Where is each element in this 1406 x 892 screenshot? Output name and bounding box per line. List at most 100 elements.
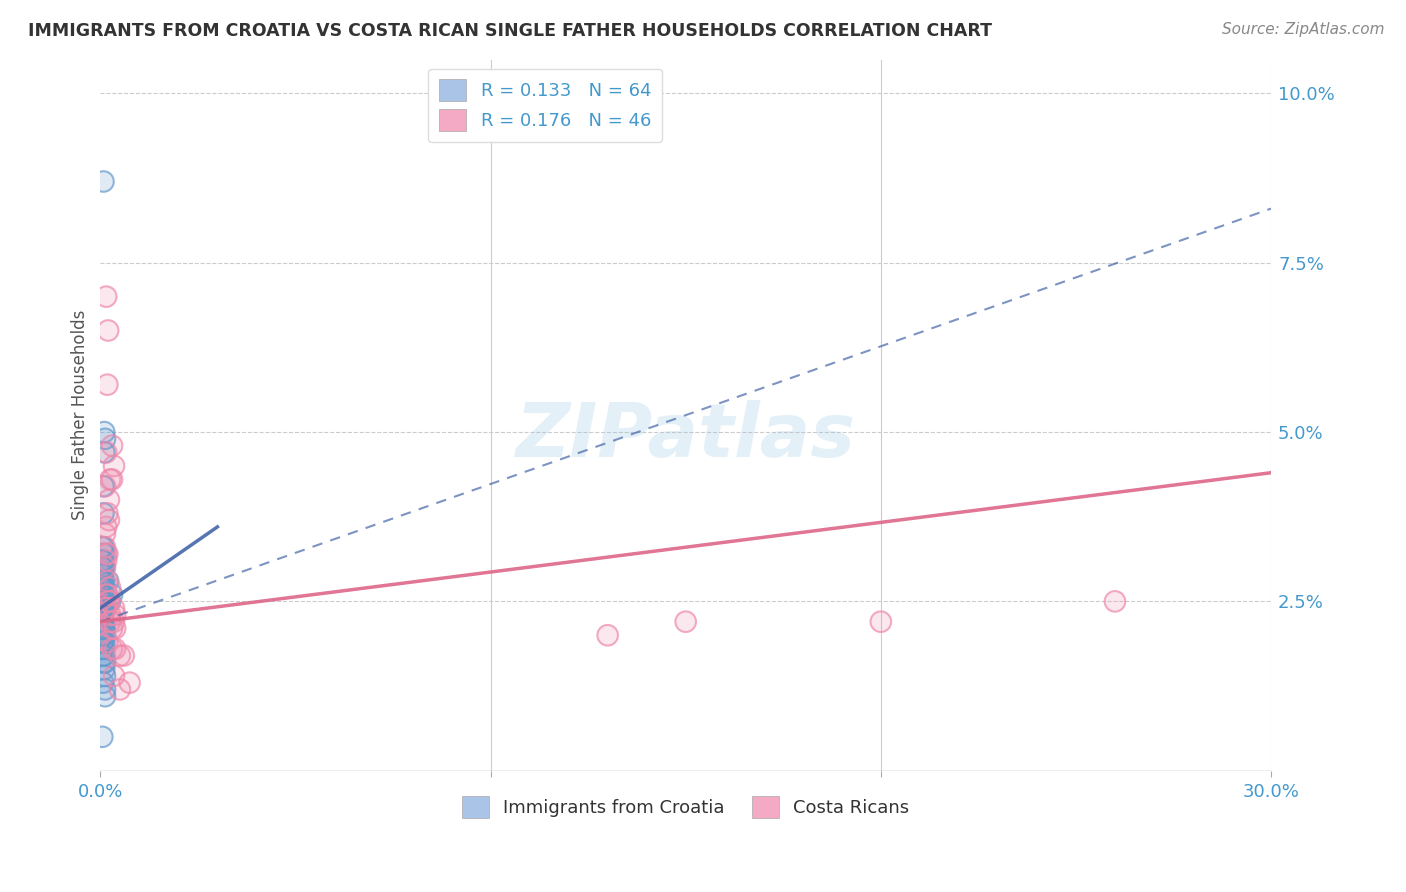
Point <box>93 174 115 188</box>
Point <box>93 506 115 520</box>
Point <box>93 445 115 459</box>
Point <box>101 588 124 602</box>
Point <box>91 607 114 622</box>
Point <box>93 635 115 649</box>
Point <box>91 628 114 642</box>
Point <box>94 601 117 615</box>
Point <box>91 594 114 608</box>
Point <box>96 574 118 588</box>
Point <box>93 648 115 663</box>
Point <box>93 560 115 574</box>
Point <box>93 174 115 188</box>
Point <box>93 622 115 636</box>
Y-axis label: Single Father Households: Single Father Households <box>72 310 89 520</box>
Point <box>98 581 121 595</box>
Point <box>97 594 120 608</box>
Point <box>93 662 115 676</box>
Point <box>98 607 121 622</box>
Point <box>94 682 117 697</box>
Point <box>101 622 124 636</box>
Point <box>91 594 114 608</box>
Point <box>93 641 115 656</box>
Point <box>91 615 114 629</box>
Point <box>91 567 114 582</box>
Point <box>91 675 114 690</box>
Point <box>91 594 114 608</box>
Point <box>91 574 114 588</box>
Point <box>91 615 114 629</box>
Point <box>108 682 131 697</box>
Point <box>96 554 118 568</box>
Point <box>101 439 124 453</box>
Point <box>675 615 697 629</box>
Point <box>112 648 135 663</box>
Point <box>101 641 124 656</box>
Point <box>94 669 117 683</box>
Point <box>91 601 114 615</box>
Point <box>98 581 121 595</box>
Point <box>112 648 135 663</box>
Point <box>98 473 121 487</box>
Point <box>93 648 115 663</box>
Point <box>93 560 115 574</box>
Point <box>94 628 117 642</box>
Point <box>97 513 120 527</box>
Point <box>103 669 125 683</box>
Point <box>91 615 114 629</box>
Point <box>91 554 114 568</box>
Point <box>91 581 114 595</box>
Point <box>91 607 114 622</box>
Point <box>93 594 115 608</box>
Point <box>93 479 115 493</box>
Point <box>96 601 118 615</box>
Point <box>91 567 114 582</box>
Point <box>91 601 114 615</box>
Point <box>91 554 114 568</box>
Point <box>91 588 114 602</box>
Point <box>98 473 121 487</box>
Point <box>103 601 125 615</box>
Point <box>94 526 117 541</box>
Point <box>91 641 114 656</box>
Point <box>91 730 114 744</box>
Point <box>91 615 114 629</box>
Point <box>93 662 115 676</box>
Point <box>94 526 117 541</box>
Point <box>91 730 114 744</box>
Point <box>94 479 117 493</box>
Point <box>104 622 127 636</box>
Point <box>1104 594 1126 608</box>
Point <box>91 635 114 649</box>
Point <box>101 473 124 487</box>
Point <box>91 574 114 588</box>
Point <box>98 615 121 629</box>
Point <box>103 458 125 473</box>
Point <box>103 601 125 615</box>
Point <box>93 656 115 670</box>
Point <box>101 622 124 636</box>
Point <box>93 540 115 554</box>
Point <box>96 588 118 602</box>
Point <box>96 290 118 304</box>
Point <box>91 574 114 588</box>
Point <box>94 689 117 703</box>
Point <box>94 669 117 683</box>
Point <box>91 581 114 595</box>
Point <box>93 622 115 636</box>
Point <box>97 492 120 507</box>
Point <box>93 445 115 459</box>
Point <box>91 581 114 595</box>
Point <box>104 622 127 636</box>
Point <box>93 506 115 520</box>
Point <box>91 567 114 582</box>
Point <box>91 601 114 615</box>
Point <box>91 567 114 582</box>
Point <box>91 560 114 574</box>
Point <box>91 588 114 602</box>
Point <box>96 635 118 649</box>
Point <box>91 641 114 656</box>
Point <box>91 635 114 649</box>
Point <box>103 458 125 473</box>
Point <box>675 615 697 629</box>
Legend: Immigrants from Croatia, Costa Ricans: Immigrants from Croatia, Costa Ricans <box>454 789 917 826</box>
